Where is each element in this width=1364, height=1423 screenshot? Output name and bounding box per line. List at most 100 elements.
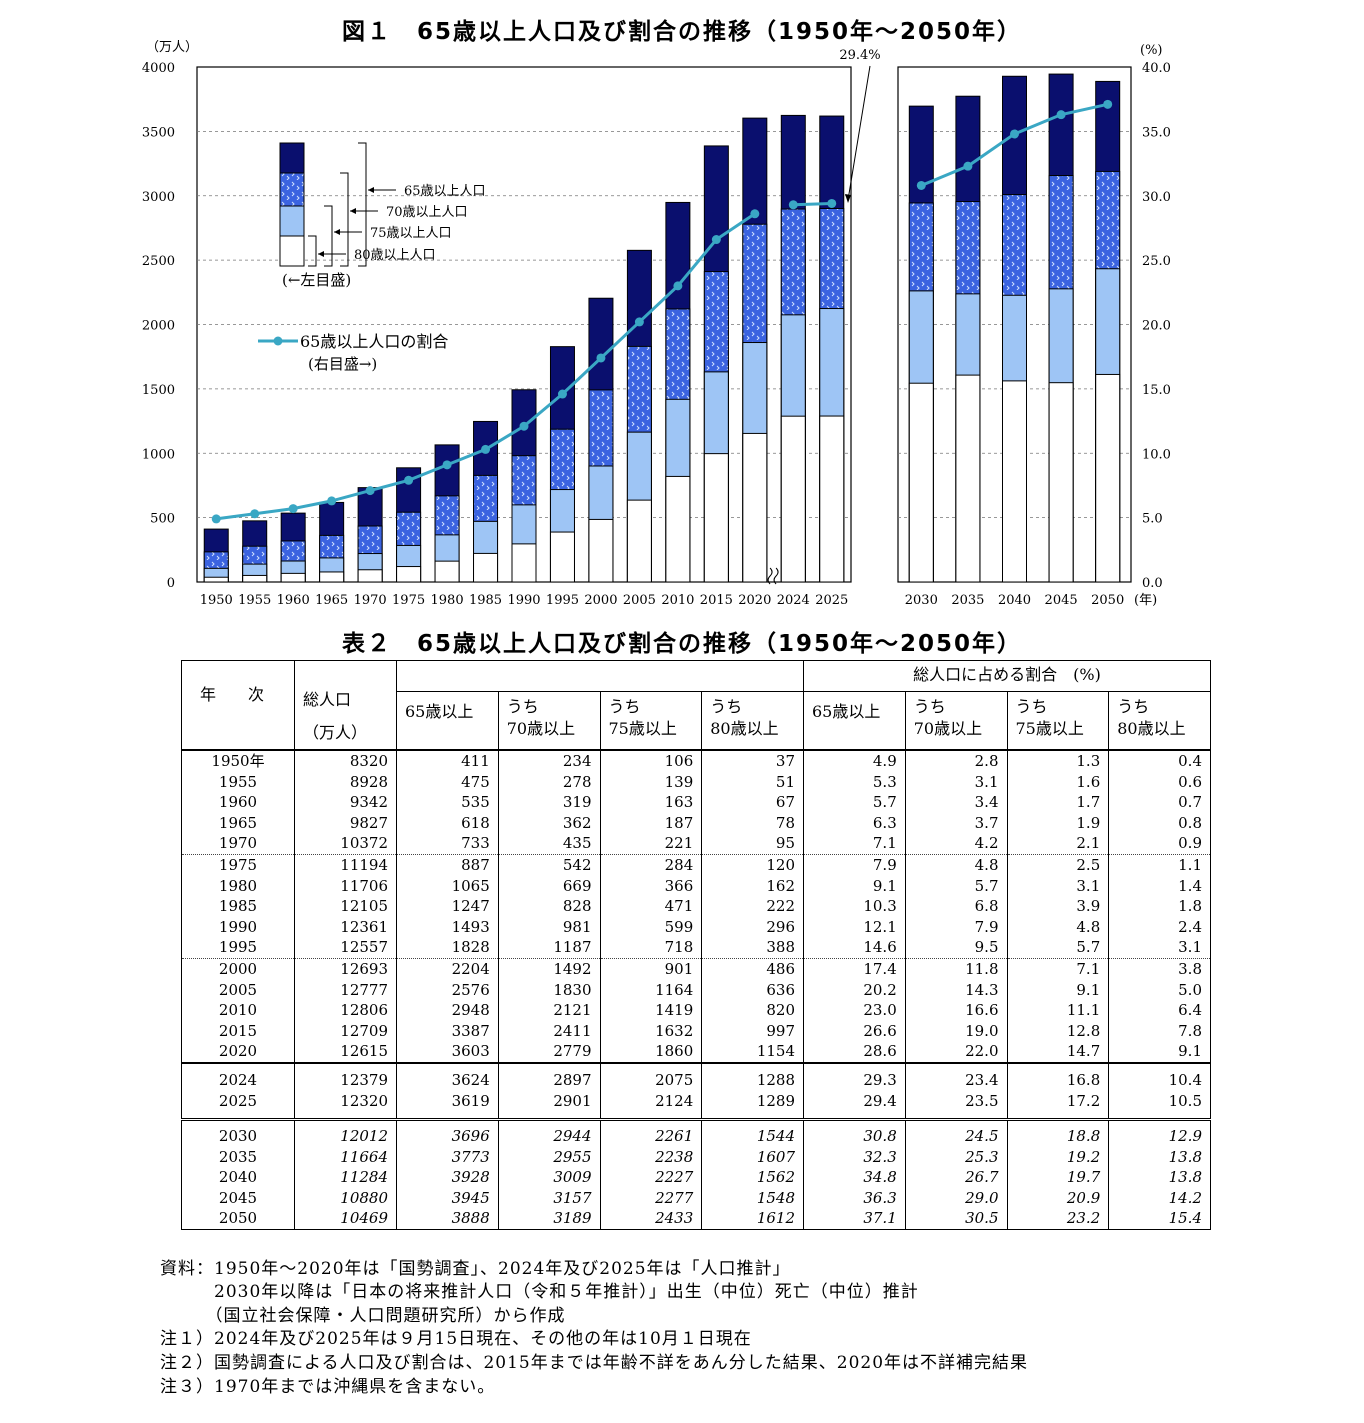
row-value: 2075 — [599, 1062, 702, 1091]
bar-80plus — [1095, 373, 1121, 583]
x-tick-label: 1980 — [431, 593, 464, 608]
table-row: 2030 12012 3696 2944 2261 1544 30.8 24.5 18.8 12.… — [182, 1119, 1211, 1147]
legend-bar-label: 65歳以上人口 — [404, 184, 486, 199]
share-point — [1103, 99, 1113, 109]
row-year: 1965 — [218, 813, 258, 832]
row-value: 362 — [497, 812, 600, 834]
x-tick-label: 2050 — [1091, 593, 1124, 608]
row-value: 3624 — [396, 1062, 499, 1091]
row-value: 6.8 — [904, 896, 1007, 917]
row-value: 2576 — [396, 979, 499, 1001]
row-value: 11194 — [294, 854, 397, 876]
x-tick-label: 1970 — [354, 593, 387, 608]
row-value: 19.0 — [904, 1020, 1007, 1042]
share-point — [327, 496, 337, 506]
row-value: 3888 — [396, 1208, 499, 1230]
row-value: 234 — [497, 750, 600, 772]
table-row: 1990 12361 1493 981 599 296 12.1 7.9 4.8 2.4 — [182, 916, 1211, 938]
row-value: 9.1 — [803, 875, 906, 897]
row-value: 3928 — [396, 1167, 499, 1188]
row-value: 535 — [396, 792, 499, 813]
bar-80plus — [203, 576, 229, 583]
legend-bar-label: 70歳以上人口 — [386, 205, 468, 220]
right-axis-unit: (%) — [1140, 43, 1163, 58]
row-value: 1154 — [701, 1041, 804, 1063]
x-tick-label: 2040 — [998, 593, 1031, 608]
row-value: 278 — [497, 771, 600, 793]
row-value: 997 — [701, 1020, 804, 1042]
row-year: 2024 — [218, 1070, 258, 1089]
header-share-p80: うち 80歳以上 — [1108, 691, 1211, 750]
right-tick-label: 5.0 — [1142, 512, 1163, 527]
row-value: 981 — [497, 916, 600, 938]
bar-80plus — [908, 382, 934, 583]
table-row: 2025 12320 3619 2901 2124 1289 29.4 23.5 17.2 10.… — [182, 1090, 1211, 1120]
row-value: 3.1 — [1108, 937, 1211, 959]
x-tick-label: 1965 — [315, 593, 348, 608]
row-value: 2955 — [497, 1146, 600, 1168]
row-year: 2025 — [218, 1091, 258, 1110]
legend-arrowhead — [368, 187, 374, 193]
note-line: 注１）2024年及び2025年は９月15日現在、その他の年は10月１日現在 — [160, 1329, 752, 1350]
row-value: 12777 — [294, 979, 397, 1001]
header-p65: 65歳以上 — [396, 691, 499, 750]
share-point — [519, 421, 529, 431]
row-value: 0.7 — [1108, 792, 1211, 813]
header-year: 年 次 — [200, 685, 265, 704]
legend-bar-80plus — [279, 235, 305, 267]
row-value: 2.4 — [1108, 916, 1211, 938]
left-tick-label: 2500 — [142, 254, 175, 269]
row-value: 12379 — [294, 1062, 397, 1091]
row-value: 1493 — [396, 916, 499, 938]
share-point — [711, 235, 721, 245]
row-value: 618 — [396, 812, 499, 834]
row-value: 1164 — [599, 979, 702, 1001]
callout-label: 29.4% — [839, 48, 880, 63]
row-value: 2277 — [599, 1187, 702, 1209]
bar-80plus — [396, 566, 422, 583]
note-line: 資料：1950年～2020年は「国勢調査」、2024年及び2025年は「人口推計… — [160, 1258, 791, 1279]
row-year: 2045 — [218, 1188, 258, 1207]
bar-80plus — [357, 569, 383, 583]
table-title: 表２ 65歳以上人口及び割合の推移（1950年～2050年） — [341, 631, 1023, 657]
row-value: 3.7 — [904, 812, 1007, 834]
table-row: 2000 12693 2204 1492 901 486 17.4 11.8 7.1 3.8 — [182, 958, 1211, 980]
row-value: 1612 — [701, 1208, 804, 1230]
row-value: 669 — [497, 875, 600, 897]
row-value: 22.0 — [904, 1041, 1007, 1063]
row-value: 6.4 — [1108, 1000, 1211, 1021]
row-value: 8320 — [294, 750, 397, 772]
figure-title: 図１ 65歳以上人口及び割合の推移（1950年～2050年） — [341, 19, 1023, 45]
x-tick-label: 2000 — [584, 593, 617, 608]
row-value: 4.8 — [1006, 916, 1109, 938]
row-value: 3157 — [497, 1187, 600, 1209]
population-table: 年 次 総人口 （万人） 総人口に占める割合 (%) 65歳以上 うち 70歳以上 … — [181, 660, 1211, 1230]
left-tick-label: 2000 — [142, 319, 175, 334]
row-value: 820 — [701, 1000, 804, 1021]
row-year: 2000 — [218, 959, 258, 978]
legend-arrowhead — [350, 208, 356, 214]
bar-80plus — [511, 543, 537, 583]
row-value: 3387 — [396, 1020, 499, 1042]
x-tick-label: 2005 — [623, 593, 656, 608]
row-value: 366 — [599, 875, 702, 897]
x-tick-label: 2024 — [777, 593, 810, 608]
row-year: 1995 — [181, 937, 295, 959]
row-value: 7.1 — [1006, 958, 1109, 980]
share-point — [481, 444, 491, 454]
table-row: 2020 12615 3603 2779 1860 1154 28.6 22.0 14.7 9.1 — [182, 1041, 1211, 1063]
x-tick-label: 1955 — [238, 593, 271, 608]
table-row: 2010 12806 2948 2121 1419 820 23.0 16.6 11.1 6.4 — [182, 1000, 1211, 1021]
row-year: 1990 — [218, 917, 258, 936]
table-row: 2045 10880 3945 3157 2277 1548 36.3 29.0 20.9 14.… — [182, 1187, 1211, 1209]
share-point — [288, 504, 298, 514]
row-value: 12557 — [294, 937, 397, 959]
share-point — [250, 509, 260, 519]
legend-line-marker — [273, 336, 283, 346]
row-value: 5.7 — [803, 792, 906, 813]
left-tick-label: 3000 — [142, 190, 175, 205]
row-value: 3.1 — [904, 771, 1007, 793]
row-value: 11.8 — [904, 958, 1007, 980]
row-value: 2.8 — [904, 750, 1007, 772]
row-value: 828 — [497, 896, 600, 917]
